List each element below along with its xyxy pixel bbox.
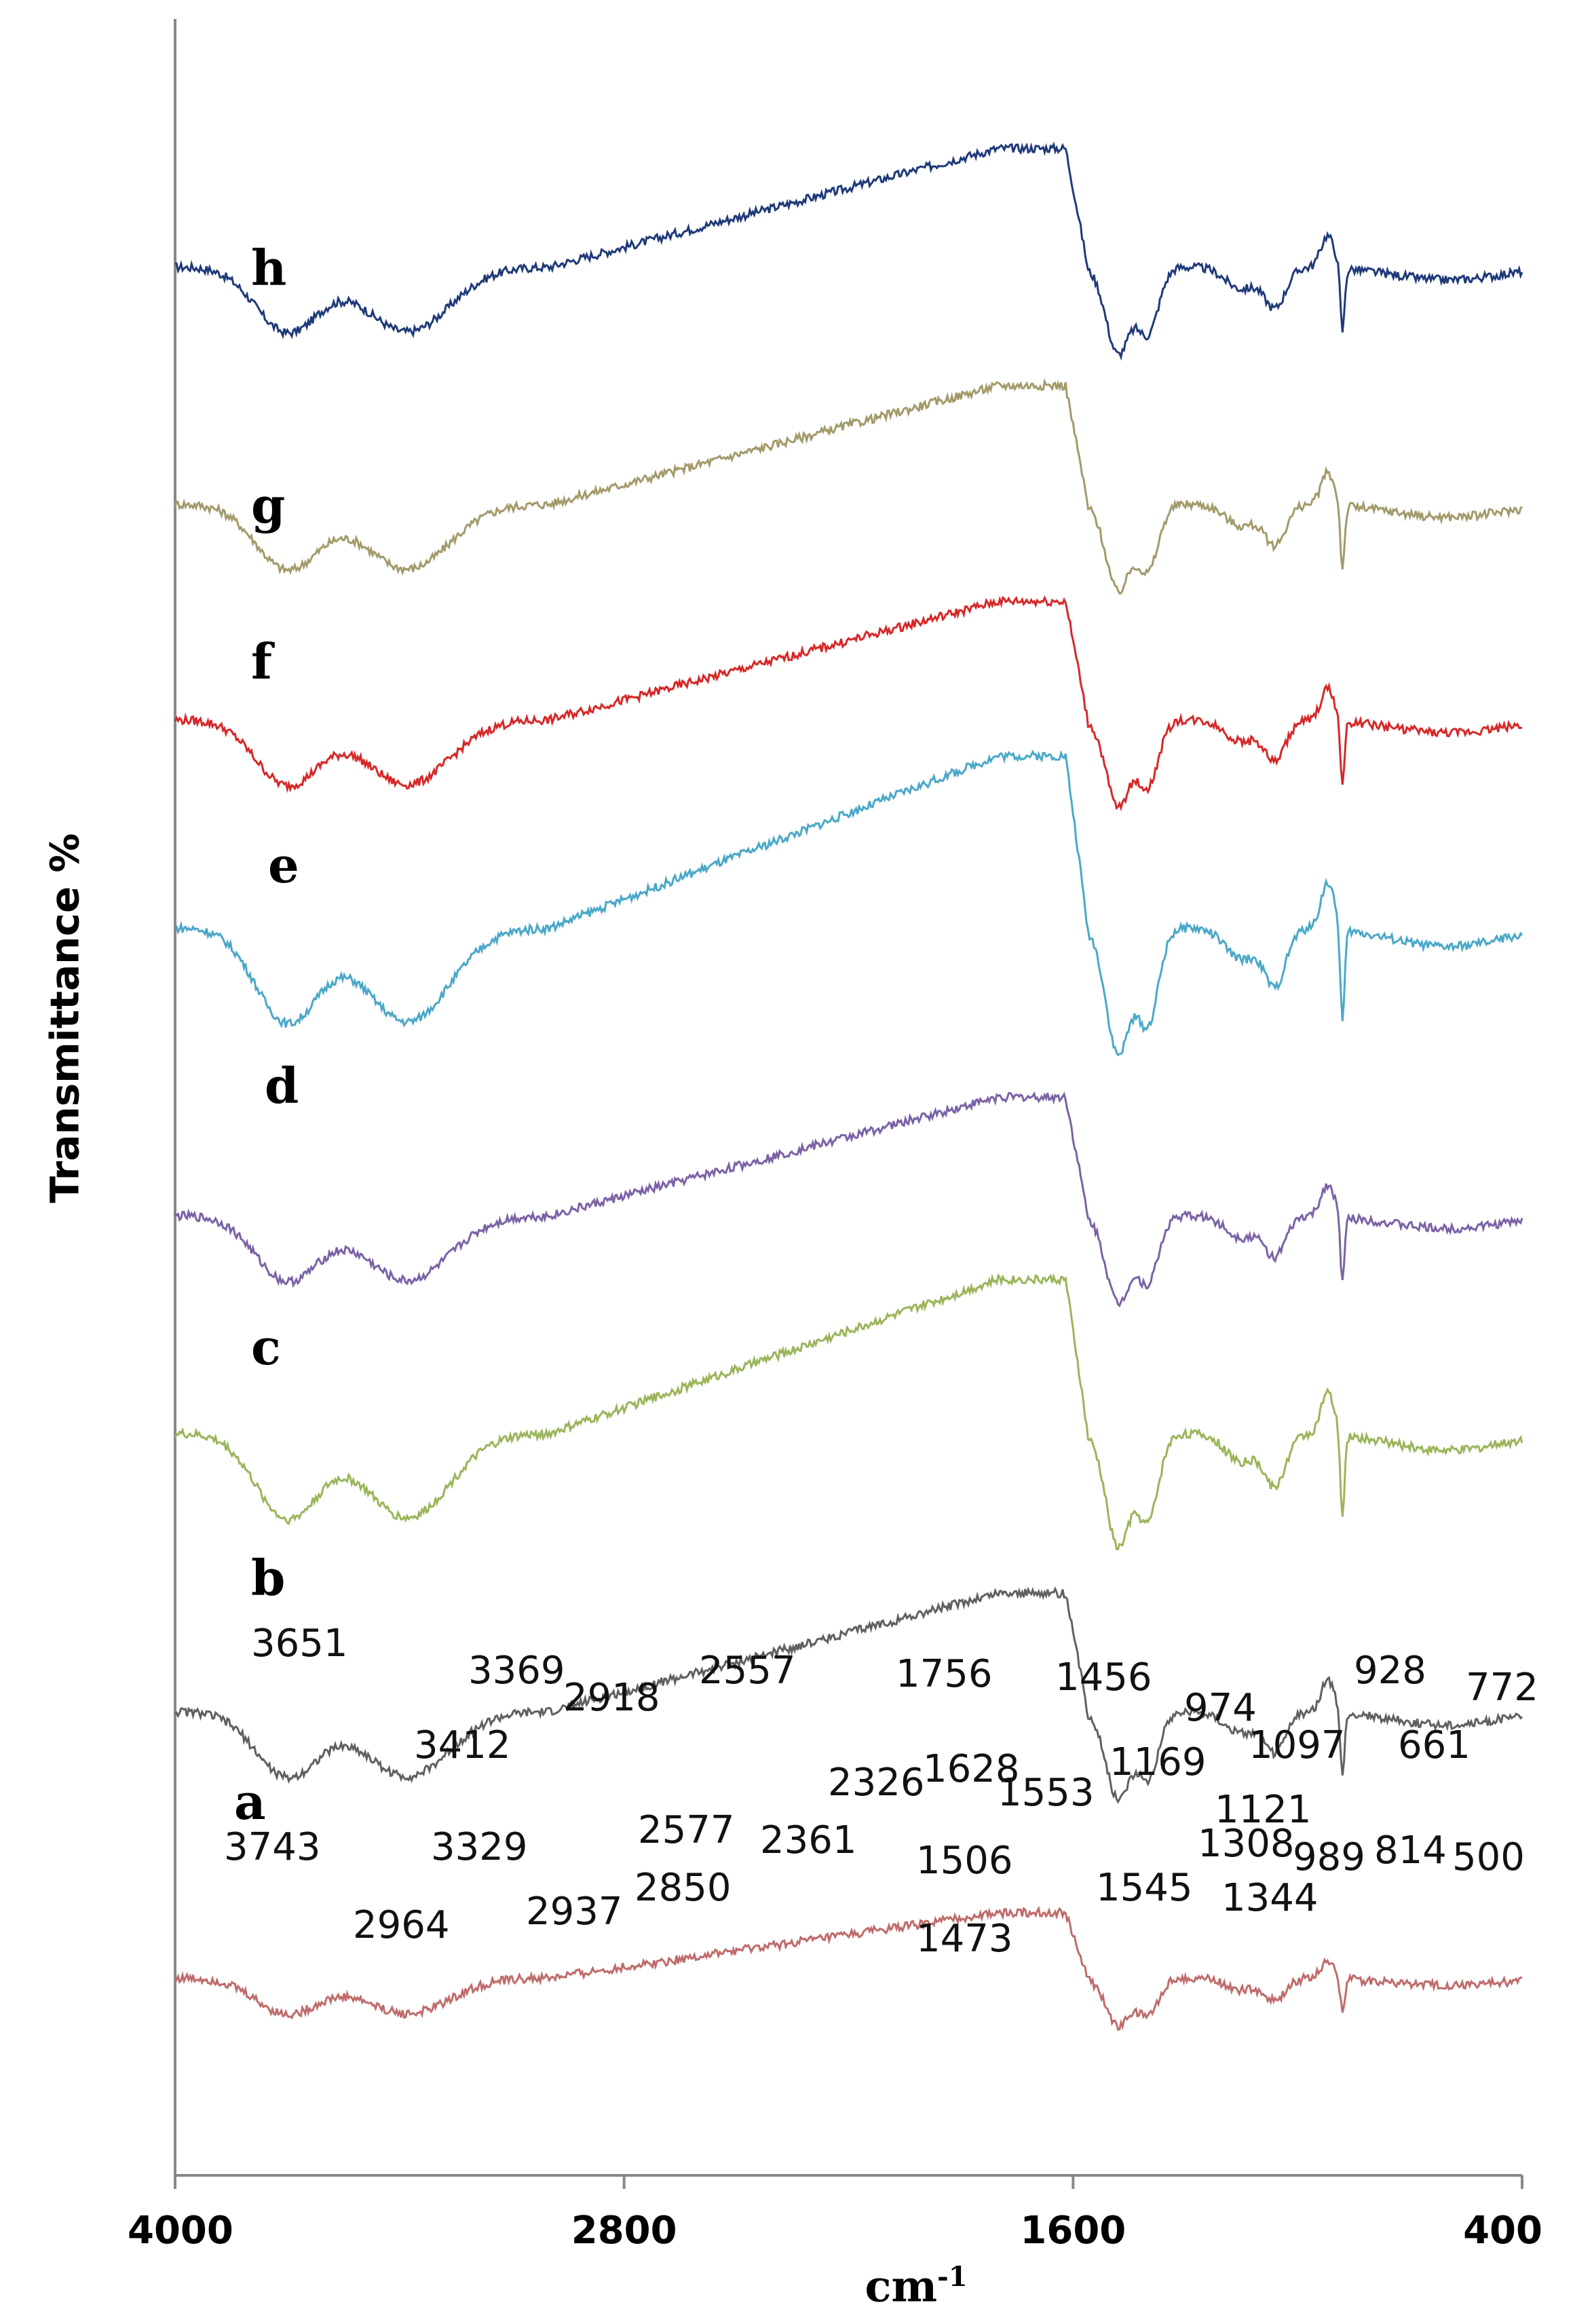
x-tick-label: 4000	[128, 2209, 233, 2253]
series-line-f	[174, 595, 1523, 812]
series-line-e	[174, 749, 1523, 1057]
curve-label-a: a	[234, 1773, 266, 1831]
peak-label-2361: 2361	[760, 1818, 857, 1862]
series-line-h	[174, 141, 1523, 361]
curve-label-e: e	[268, 836, 299, 894]
axes	[174, 19, 1522, 2177]
series-line-g	[174, 378, 1523, 595]
peak-label-2918: 2918	[563, 1676, 660, 1720]
series-layer	[174, 141, 1523, 2031]
x-tick-labels: 4000 2800 1600 400	[128, 2175, 1542, 2253]
x-axis-title: cm-1	[814, 2240, 1018, 2314]
y-axis-title-text: Transmittance %	[41, 833, 88, 1203]
peak-label-974: 974	[1184, 1686, 1257, 1730]
peak-label-3329: 3329	[431, 1825, 528, 1869]
peak-label-1628: 1628	[923, 1747, 1020, 1791]
curve-label-c: c	[251, 1318, 281, 1376]
curve-label-d: d	[265, 1057, 299, 1114]
peak-label-814: 814	[1374, 1829, 1447, 1873]
curve-labels: h g f e d c b a	[234, 239, 299, 1831]
series-line-b	[174, 1586, 1523, 1804]
peak-label-1545: 1545	[1096, 1866, 1193, 1910]
peak-label-3369: 3369	[468, 1649, 565, 1693]
peak-label-1308: 1308	[1198, 1822, 1295, 1866]
peak-label-928: 928	[1354, 1649, 1426, 1693]
curve-label-b: b	[251, 1549, 285, 1607]
series-line-a	[174, 1905, 1523, 2031]
peak-label-2577: 2577	[638, 1808, 735, 1852]
peak-label-1756: 1756	[896, 1652, 993, 1696]
peak-label-1553: 1553	[998, 1771, 1095, 1815]
peak-label-3412: 3412	[414, 1723, 511, 1767]
peak-label-2850: 2850	[634, 1866, 732, 1910]
curve-label-f: f	[251, 633, 275, 690]
peak-label-1456: 1456	[1055, 1655, 1152, 1700]
peak-label-661: 661	[1398, 1723, 1471, 1767]
peak-label-1506: 1506	[916, 1839, 1013, 1883]
peak-label-2937: 2937	[526, 1890, 623, 1934]
x-tick-label: 400	[1463, 2209, 1542, 2253]
peak-label-1097: 1097	[1249, 1723, 1346, 1767]
peak-label-3743: 3743	[224, 1825, 321, 1869]
x-axis-unit: cm	[865, 2261, 938, 2312]
x-tick-label: 1600	[1020, 2209, 1126, 2253]
peak-annotations: 3651 3743 3369 3412 3329 2918 2557 2964 29372850…	[224, 1622, 1538, 1961]
peak-label-1473: 1473	[916, 1917, 1013, 1961]
peak-label-772: 772	[1466, 1666, 1538, 1710]
peak-label-2964: 2964	[353, 1903, 450, 1947]
series-line-d	[174, 1091, 1523, 1308]
peak-label-989: 989	[1293, 1835, 1365, 1879]
peak-label-2326: 2326	[828, 1761, 925, 1805]
peak-label-2557: 2557	[699, 1649, 796, 1693]
peak-label-1344: 1344	[1221, 1876, 1319, 1920]
series-line-c	[174, 1273, 1523, 1550]
peak-label-3651: 3651	[251, 1622, 348, 1666]
x-axis-unit-exponent: -1	[937, 2261, 968, 2293]
peak-label-1121: 1121	[1215, 1788, 1312, 1832]
curve-label-h: h	[251, 239, 286, 297]
y-axis-title: Transmittance %	[14, 679, 115, 1357]
x-tick-label: 2800	[571, 2209, 677, 2253]
peak-label-1169: 1169	[1110, 1740, 1207, 1784]
curve-label-g: g	[251, 476, 285, 534]
peak-label-500: 500	[1452, 1835, 1525, 1879]
